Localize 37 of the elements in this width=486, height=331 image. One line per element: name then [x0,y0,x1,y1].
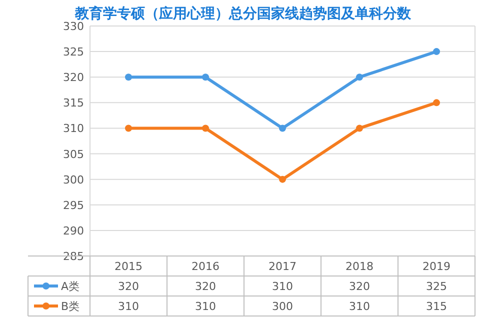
point [356,124,363,132]
data-label: 320 [349,280,370,293]
x-tick-label: 2018 [346,260,374,273]
data-label: 325 [426,280,447,293]
x-tick-label: 2019 [422,260,450,273]
data-label: 320 [195,280,216,293]
x-tick-label: 2017 [268,260,296,273]
y-tick-label: 320 [63,71,84,84]
y-tick-label: 325 [63,46,84,59]
legend-label: B类 [61,300,80,313]
legend-label: A类 [61,280,80,293]
data-label: 320 [118,280,139,293]
y-tick-label: 315 [63,96,84,110]
data-label: 315 [426,300,447,313]
point [125,124,132,132]
data-label: 310 [272,280,293,293]
point [433,48,440,56]
y-tick-label: 330 [63,20,84,33]
y-tick-label: 295 [63,198,84,212]
data-label: 310 [195,300,216,313]
data-label: 300 [272,300,293,313]
point [202,124,209,132]
x-tick-label: 2015 [114,260,142,273]
y-tick-label: 300 [63,173,84,186]
point [279,176,286,183]
point [433,99,440,106]
data-label: 310 [349,300,370,313]
y-tick-label: 310 [63,122,84,136]
chart-title: 教育学专硕（应用心理）总分国家线趋势图及单科分数 [74,5,412,22]
point [202,74,209,81]
data-label: 310 [118,300,139,313]
y-tick-label: 305 [63,148,84,161]
y-tick-label: 290 [63,224,84,238]
point [125,74,132,81]
point [279,124,286,132]
x-tick-label: 2016 [192,260,220,273]
point [356,74,363,81]
